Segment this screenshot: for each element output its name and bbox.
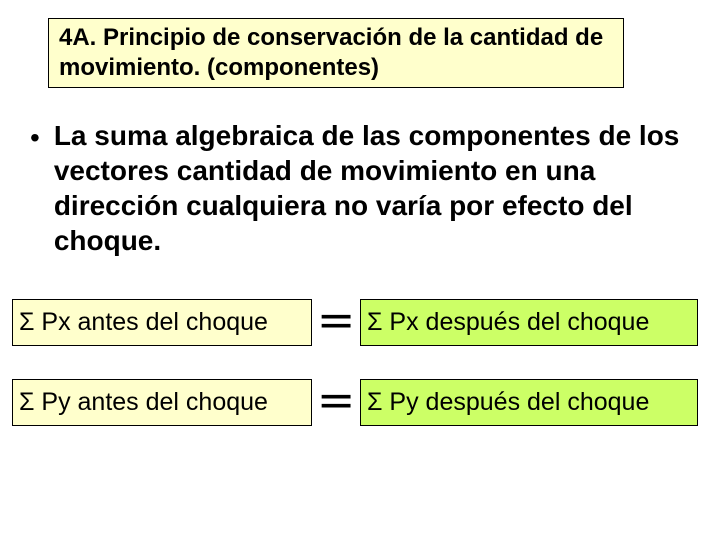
bullet-text: La suma algebraica de las componentes de… [54,118,680,258]
equals-sign: = [319,305,353,339]
px-after-box: Σ Px después del choque [360,299,698,346]
equals-sign: = [319,385,353,419]
slide-title: 4A. Principio de conservación de la cant… [59,23,613,83]
bullet-row: • La suma algebraica de las componentes … [30,118,680,258]
px-before-box: Σ Px antes del choque [12,299,312,346]
py-before-box: Σ Py antes del choque [12,379,312,426]
title-box: 4A. Principio de conservación de la cant… [48,18,624,88]
py-after-box: Σ Py después del choque [360,379,698,426]
bullet-marker: • [30,120,40,155]
equation-row-px: Σ Px antes del choque = Σ Px después del… [12,298,698,346]
bullet-block: • La suma algebraica de las componentes … [30,118,680,258]
equation-row-py: Σ Py antes del choque = Σ Py después del… [12,378,698,426]
